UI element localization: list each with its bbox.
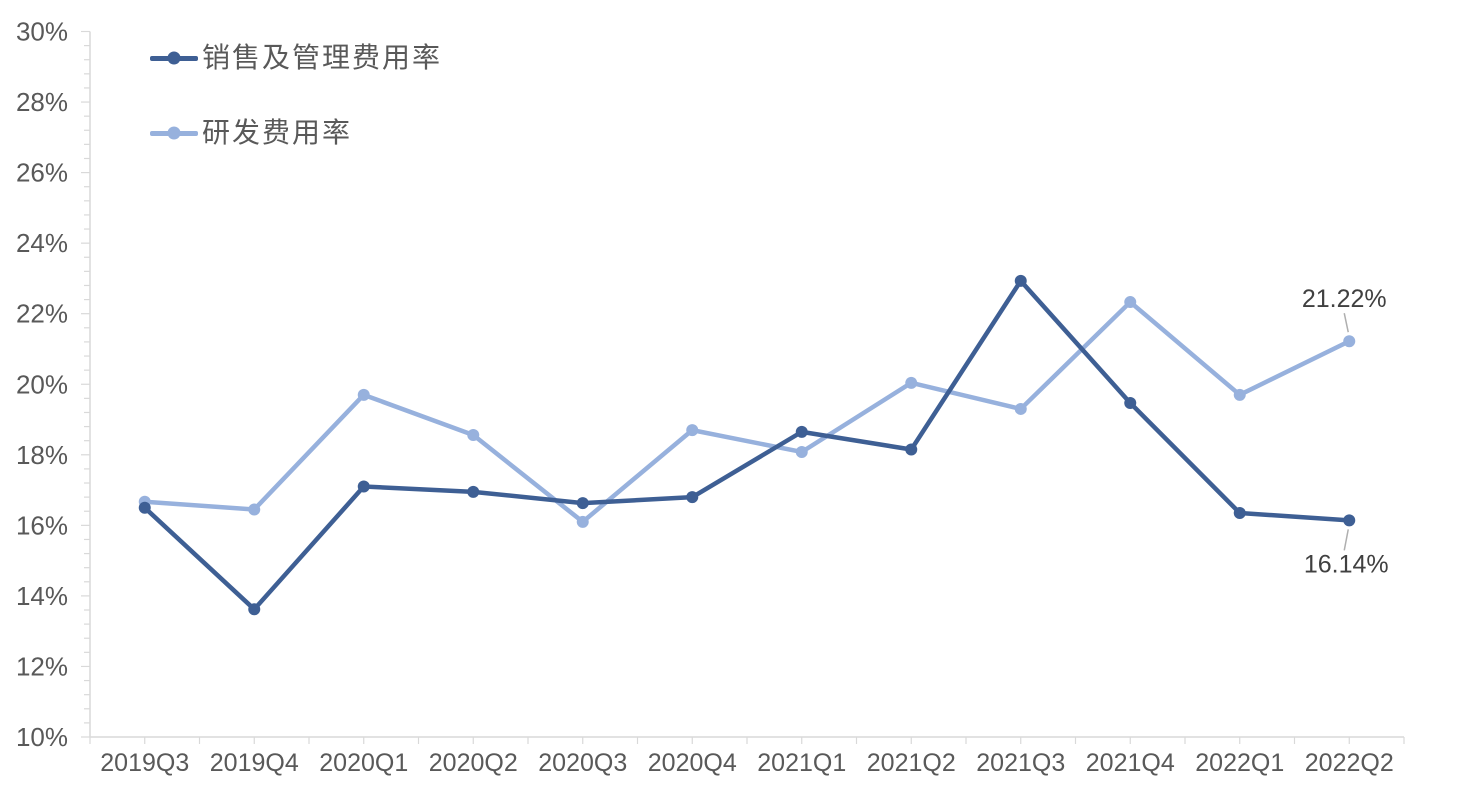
x-axis-label: 2022Q2 <box>1305 749 1394 777</box>
annotation-leader-line <box>1343 313 1349 333</box>
series-rd-line <box>142 299 1352 525</box>
series-sga-point-2019Q4 <box>248 603 261 616</box>
legend-marker-dot-sga <box>167 51 181 65</box>
y-axis-label: 26% <box>16 158 68 188</box>
x-axis-label: 2019Q4 <box>210 749 299 777</box>
series-rd-point-2021Q2 <box>905 376 918 389</box>
series-rd-point-2021Q3 <box>1014 402 1027 415</box>
series-sga-point-2021Q1 <box>795 425 808 438</box>
chart-legend: 销售及管理费用率 研发费用率 <box>150 40 442 151</box>
series-rd-point-2022Q2 <box>1343 335 1356 348</box>
legend-line-sample-sga <box>150 51 198 65</box>
y-axis-label: 12% <box>16 651 68 681</box>
legend-item-sga-expense-ratio: 销售及管理费用率 <box>150 40 442 76</box>
legend-item-rd-expense-ratio: 研发费用率 <box>150 115 442 151</box>
annotation-leader-line <box>1343 529 1349 551</box>
annotation-label: 21.22% <box>1302 285 1387 313</box>
y-axis-label: 30% <box>16 17 68 47</box>
series-sga-point-2020Q2 <box>467 485 480 498</box>
y-axis-label: 16% <box>16 510 68 540</box>
y-axis-label: 28% <box>16 87 68 117</box>
series-sga-point-2021Q3 <box>1014 274 1027 287</box>
series-sga-point-2021Q4 <box>1124 396 1137 409</box>
y-axis-label: 18% <box>16 440 68 470</box>
y-axis-label: 22% <box>16 299 68 329</box>
y-axis-label: 24% <box>16 228 68 258</box>
y-axis-label: 10% <box>16 722 68 752</box>
y-axis-label: 20% <box>16 369 68 399</box>
x-axis-label: 2021Q3 <box>976 749 1065 777</box>
x-axis-label: 2020Q3 <box>538 749 627 777</box>
series-rd-point-2022Q1 <box>1233 388 1246 401</box>
legend-label-rd: 研发费用率 <box>202 116 353 149</box>
x-axis-label: 2020Q4 <box>648 749 737 777</box>
annotation-label: 16.14% <box>1304 550 1389 578</box>
series-rd-point-2020Q1 <box>357 388 370 401</box>
series-rd-point-2019Q4 <box>248 503 261 516</box>
x-axis-label: 2020Q1 <box>319 749 408 777</box>
x-axis-label: 2021Q4 <box>1086 749 1175 777</box>
y-axis-label: 14% <box>16 581 68 611</box>
x-axis-label: 2021Q1 <box>757 749 846 777</box>
series-sga-point-2021Q2 <box>905 443 918 456</box>
series-rd-point-2020Q2 <box>467 429 480 442</box>
series-sga-point-2022Q1 <box>1233 507 1246 520</box>
x-axis-label: 2021Q2 <box>867 749 956 777</box>
series-rd-point-2020Q4 <box>686 424 699 437</box>
series-rd-point-2021Q1 <box>795 445 808 458</box>
series-sga-point-2022Q2 <box>1343 514 1356 527</box>
x-axis-label: 2019Q3 <box>100 749 189 777</box>
series-rd-point-2021Q4 <box>1124 296 1137 309</box>
legend-label-sga: 销售及管理费用率 <box>202 41 443 74</box>
series-sga-point-2020Q3 <box>576 497 589 510</box>
x-axis-label: 2020Q2 <box>429 749 518 777</box>
legend-line-sample-rd <box>150 126 198 140</box>
series-sga-point-2020Q4 <box>686 491 699 504</box>
series-sga-point-2019Q3 <box>138 501 151 514</box>
series-sga-point-2020Q1 <box>357 480 370 493</box>
series-sga-line <box>142 278 1352 612</box>
series-rd-point-2020Q3 <box>576 515 589 528</box>
x-axis-label: 2022Q1 <box>1195 749 1284 777</box>
legend-marker-dot-rd <box>167 126 181 140</box>
